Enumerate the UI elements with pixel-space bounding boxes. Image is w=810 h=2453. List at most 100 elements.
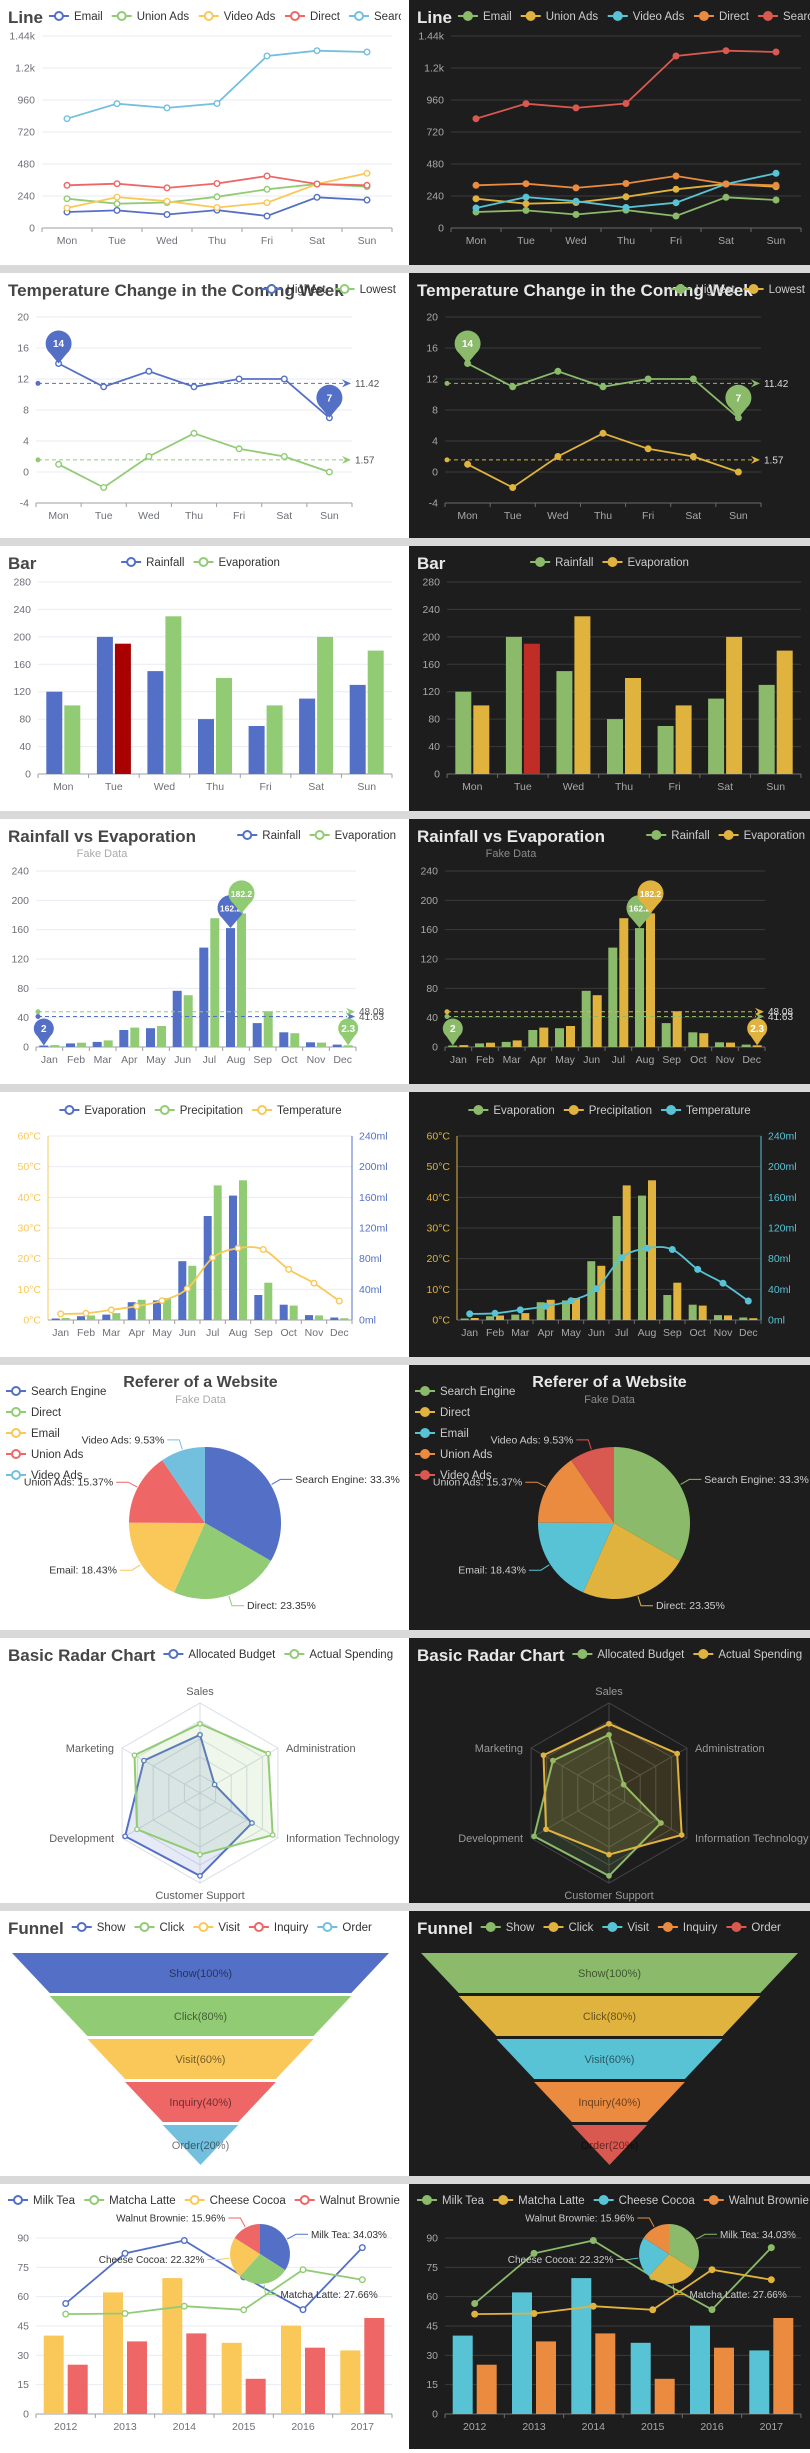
data-point[interactable]	[472, 115, 480, 123]
bar-precipitation-oct[interactable]	[698, 1305, 707, 1320]
data-point[interactable]	[263, 52, 271, 60]
bar-precipitation-jul[interactable]	[622, 1185, 631, 1320]
data-point[interactable]	[672, 52, 680, 60]
data-point[interactable]	[325, 468, 333, 476]
bar-evaporation-jan[interactable]	[460, 1318, 469, 1321]
bar-evaporation-jul[interactable]	[203, 1216, 212, 1320]
data-point[interactable]	[672, 172, 680, 180]
bar-rainfall-apr[interactable]	[528, 1030, 538, 1047]
legend-item-visit[interactable]: Visit	[602, 1922, 650, 1934]
bar-rainfall-mon[interactable]	[455, 691, 472, 774]
bar-evaporation-sat[interactable]	[317, 636, 334, 774]
bar-evaporation-oct[interactable]	[699, 1033, 709, 1047]
bar-cheese-cocoa-2017[interactable]	[749, 2350, 770, 2414]
data-point[interactable]	[310, 1279, 318, 1287]
data-point[interactable]	[589, 2237, 597, 2245]
funnel-stage-show[interactable]	[12, 1953, 389, 1993]
legend-item-video-ads[interactable]: Video Ads	[198, 11, 276, 23]
data-point[interactable]	[145, 367, 153, 375]
data-point[interactable]	[509, 483, 517, 491]
bar-evaporation-tue[interactable]	[114, 643, 131, 774]
data-point[interactable]	[622, 179, 630, 187]
data-point[interactable]	[668, 1245, 676, 1253]
legend-item-direct[interactable]: Direct	[6, 1407, 62, 1419]
pie-slice-union-ads[interactable]	[129, 1460, 205, 1523]
bar-walnut-brownie-2017[interactable]	[364, 2318, 385, 2414]
legend-item-union-ads[interactable]: Union Ads	[415, 1449, 493, 1461]
data-point[interactable]	[509, 383, 517, 391]
bar-precipitation-feb[interactable]	[87, 1315, 95, 1321]
legend-item-search-engine[interactable]: Search Engine	[6, 1386, 106, 1398]
bar-evaporation-aug[interactable]	[237, 913, 246, 1047]
data-point[interactable]	[644, 445, 652, 453]
data-point[interactable]	[163, 197, 171, 205]
bar-cheese-cocoa-2014[interactable]	[571, 2278, 592, 2414]
bar-evaporation-fri[interactable]	[266, 705, 283, 774]
legend-item-rainfall[interactable]: Rainfall	[530, 557, 593, 569]
legend-item-direct[interactable]: Direct	[284, 11, 341, 23]
data-point[interactable]	[163, 104, 171, 112]
bar-evaporation-apr[interactable]	[536, 1302, 545, 1320]
legend-item-video-ads[interactable]: Video Ads	[415, 1470, 492, 1482]
bar-evaporation-may[interactable]	[153, 1300, 161, 1320]
bar-walnut-brownie-2016[interactable]	[305, 2347, 325, 2414]
data-point[interactable]	[363, 48, 371, 56]
bar-evaporation-jan[interactable]	[50, 1045, 60, 1047]
bar-rainfall-nov[interactable]	[715, 1042, 724, 1047]
bar-precipitation-jan[interactable]	[470, 1318, 479, 1320]
legend-item-order[interactable]: Order	[317, 1922, 372, 1934]
bar-evaporation-apr[interactable]	[130, 1027, 140, 1047]
pie-slice-video-ads[interactable]	[571, 1447, 614, 1523]
data-point[interactable]	[299, 2306, 307, 2314]
line-series-matcha-latte[interactable]	[474, 2268, 772, 2315]
funnel-stage-order[interactable]	[162, 2125, 239, 2165]
funnel-stage-inquiry[interactable]	[534, 2082, 685, 2122]
bar-evaporation-aug[interactable]	[229, 1195, 237, 1320]
bar-evaporation-nov[interactable]	[317, 1042, 326, 1047]
legend-item-email[interactable]: Email	[6, 1428, 60, 1440]
data-point[interactable]	[672, 185, 680, 193]
bar-rainfall-dec[interactable]	[741, 1044, 751, 1047]
funnel-stage-show[interactable]	[421, 1953, 798, 1993]
bar-rainfall-may[interactable]	[555, 1028, 564, 1047]
data-point[interactable]	[694, 1265, 702, 1273]
legend-item-show[interactable]: Show	[480, 1922, 535, 1934]
bar-evaporation-mar[interactable]	[511, 1314, 520, 1320]
bar-evaporation-may[interactable]	[566, 1026, 575, 1047]
line-series-matcha-latte[interactable]	[65, 2268, 363, 2315]
bar-evaporation-thu[interactable]	[216, 678, 232, 774]
data-point[interactable]	[722, 180, 730, 188]
funnel-stage-visit[interactable]	[87, 2039, 314, 2079]
pie-slice-cheese-cocoa[interactable]	[639, 2237, 669, 2277]
pie-slice-cheese-cocoa[interactable]	[230, 2237, 260, 2277]
bar-rainfall-sat[interactable]	[299, 698, 316, 774]
funnel-stage-visit[interactable]	[496, 2039, 723, 2079]
pie-slice-search-engine[interactable]	[205, 1447, 282, 1561]
legend-item-evaporation[interactable]: Evaporation	[602, 557, 689, 569]
bar-evaporation-jul[interactable]	[210, 918, 220, 1047]
bar-evaporation-jun[interactable]	[183, 995, 193, 1047]
bar-evaporation-apr[interactable]	[127, 1302, 136, 1320]
data-point[interactable]	[589, 2302, 597, 2310]
pie-slice-direct[interactable]	[583, 1523, 680, 1599]
bar-walnut-brownie-2013[interactable]	[127, 2341, 147, 2414]
data-point[interactable]	[572, 210, 580, 218]
data-point[interactable]	[163, 184, 171, 192]
bar-evaporation-wed[interactable]	[574, 616, 591, 774]
bar-evaporation-sat[interactable]	[726, 636, 743, 774]
legend-item-cheese-cocoa[interactable]: Cheese Cocoa	[184, 2195, 287, 2207]
data-point[interactable]	[280, 452, 288, 460]
legend-item-direct[interactable]: Direct	[415, 1407, 471, 1419]
bar-rainfall-feb[interactable]	[66, 1043, 75, 1047]
legend-item-click[interactable]: Click	[134, 1922, 185, 1934]
data-point[interactable]	[622, 203, 630, 211]
data-point[interactable]	[63, 115, 71, 123]
bar-evaporation-dec[interactable]	[330, 1317, 339, 1321]
data-point[interactable]	[772, 48, 780, 56]
legend-item-inquiry[interactable]: Inquiry	[657, 1922, 718, 1934]
data-point[interactable]	[180, 2237, 188, 2245]
legend-item-allocated-budget[interactable]: Allocated Budget	[572, 1649, 685, 1661]
bar-walnut-brownie-2013[interactable]	[536, 2341, 556, 2414]
data-point[interactable]	[263, 172, 271, 180]
bar-rainfall-mon[interactable]	[46, 691, 63, 774]
